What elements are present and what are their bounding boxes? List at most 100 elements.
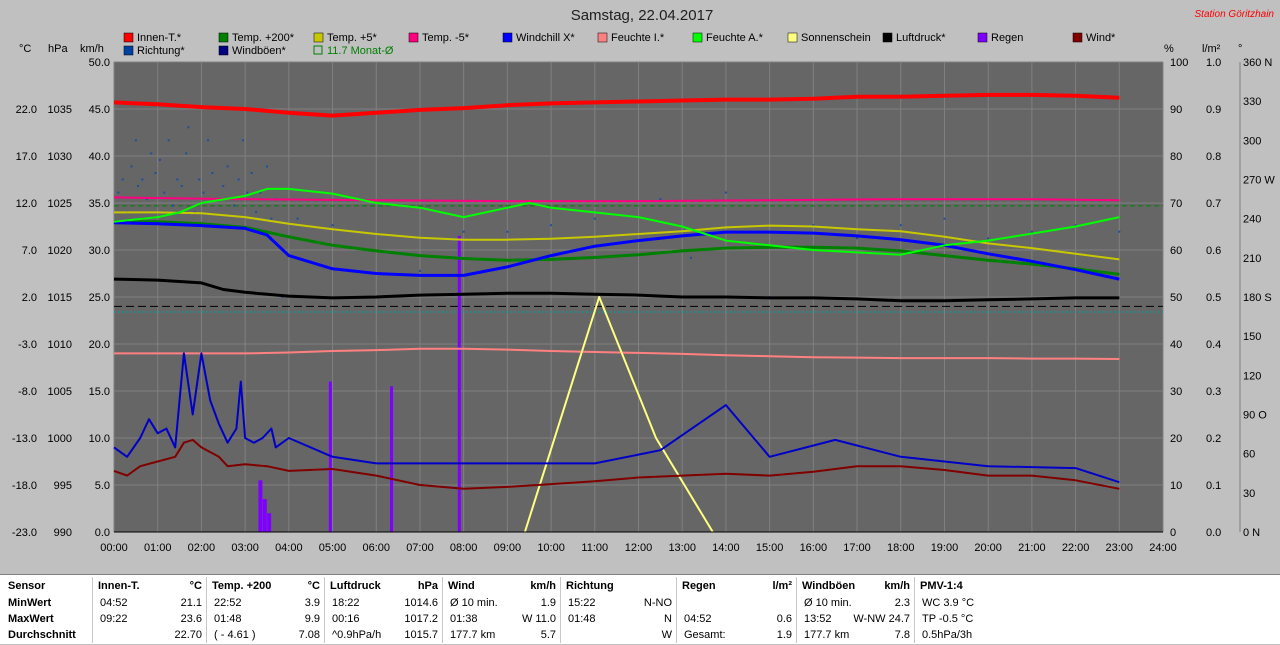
stats-block-unit: hPa xyxy=(417,580,438,592)
legend-label: Regen xyxy=(991,32,1023,44)
stats-cell-value: 2.3 xyxy=(894,597,910,609)
temp-tick-label: -18.0 xyxy=(12,480,37,492)
legend-swatch xyxy=(218,32,229,43)
x-tick-label: 23:00 xyxy=(1106,542,1134,554)
direction-point xyxy=(163,191,166,194)
stats-divider xyxy=(914,577,915,643)
stats-cell-label: 01:38 xyxy=(450,613,478,625)
wind-tick-label: 0.0 xyxy=(95,527,110,539)
direction-point xyxy=(172,204,175,207)
stats-cell-value: 3.9 xyxy=(304,597,320,609)
legend-item: Temp. +5* xyxy=(313,32,378,44)
direction-tick-label: 180 S xyxy=(1243,292,1272,304)
rain-bar xyxy=(390,386,394,532)
direction-point xyxy=(167,139,170,142)
humidity-tick-label: 70 xyxy=(1170,198,1182,210)
legend-item: Feuchte A.* xyxy=(692,32,764,44)
x-tick-label: 10:00 xyxy=(537,542,565,554)
pressure-tick-label: 1030 xyxy=(48,151,72,163)
series-line xyxy=(113,438,1120,490)
x-tick-label: 07:00 xyxy=(406,542,434,554)
temp-tick-label: -3.0 xyxy=(18,339,37,351)
direction-point xyxy=(121,178,124,181)
temp-tick-label: -8.0 xyxy=(18,386,37,398)
stats-cell-label: WC 3.9 °C xyxy=(922,597,975,609)
direction-point xyxy=(206,139,209,142)
humidity-tick-label: 40 xyxy=(1170,339,1182,351)
direction-point xyxy=(180,185,183,188)
legend-item: Windchill X* xyxy=(502,32,575,44)
stats-divider xyxy=(442,577,443,643)
stats-cell-label: 15:22 xyxy=(568,597,596,609)
x-tick-label: 03:00 xyxy=(231,542,259,554)
stats-cell-label: 22:52 xyxy=(214,597,242,609)
legend-item: Sonnenschein xyxy=(787,32,871,44)
pressure-tick-label: 995 xyxy=(54,480,72,492)
direction-point xyxy=(250,171,253,174)
x-tick-label: 09:00 xyxy=(494,542,522,554)
stats-block-title: Richtung xyxy=(566,580,614,592)
stats-cell-value: 0.6 xyxy=(776,613,792,625)
wind-unit-label: km/h xyxy=(80,43,104,55)
humidity-tick-label: 0 xyxy=(1170,527,1176,539)
stats-cell-value: 22.70 xyxy=(174,629,202,641)
reference-lines xyxy=(114,205,1163,313)
temp-tick-label: 2.0 xyxy=(22,292,37,304)
stats-cell-label: 04:52 xyxy=(684,613,712,625)
humidity-tick-label: 10 xyxy=(1170,480,1182,492)
direction-point xyxy=(150,152,153,155)
direction-point xyxy=(241,139,244,142)
direction-tick-label: 60 xyxy=(1243,449,1255,461)
stats-cell-value: W 11.0 xyxy=(521,613,556,625)
rain-tick-label: 0.1 xyxy=(1206,480,1221,492)
stats-block-title: Wind xyxy=(448,580,475,592)
stats-cell-label: Ø 10 min. xyxy=(804,597,852,609)
direction-point xyxy=(259,191,262,194)
direction-point xyxy=(724,191,727,194)
wind-tick-label: 25.0 xyxy=(89,292,110,304)
series-line xyxy=(113,187,1120,256)
wind-tick-label: 45.0 xyxy=(89,104,110,116)
temp-tick-label: -13.0 xyxy=(12,433,37,445)
stats-block-regen: Regen l/m² 04:52 0.6 Gesamt: 1.9 xyxy=(676,575,796,645)
stats-cell-value: 5.7 xyxy=(540,629,556,641)
direction-point xyxy=(185,152,188,155)
direction-point xyxy=(689,256,692,259)
stats-cell-value: 23.6 xyxy=(180,613,202,625)
legend-label: Richtung* xyxy=(137,45,185,57)
stats-block-luftdruck: Luftdruck hPa 18:22 1014.6 00:16 1017.2 ^0.9hP… xyxy=(324,575,442,645)
pressure-tick-label: 1000 xyxy=(48,433,72,445)
x-tick-label: 05:00 xyxy=(319,542,347,554)
direction-tick-label: 330 xyxy=(1243,96,1261,108)
direction-point xyxy=(1030,230,1033,233)
series-line xyxy=(114,220,1120,276)
direction-point xyxy=(270,217,273,220)
stats-cell-value: 1014.6 xyxy=(404,597,438,609)
direction-point xyxy=(506,230,509,233)
legend-label: Temp. -5* xyxy=(422,32,470,44)
pressure-tick-label: 1025 xyxy=(48,198,72,210)
weather-chart: Samstag, 22.04.2017 Station Göritzhain I… xyxy=(11,7,1276,554)
stats-cell-label: TP -0.5 °C xyxy=(922,613,974,625)
x-tick-label: 08:00 xyxy=(450,542,478,554)
x-tick-label: 16:00 xyxy=(800,542,828,554)
direction-point xyxy=(812,224,815,227)
rain-tick-label: 0.8 xyxy=(1206,151,1221,163)
temp-unit-label: °C xyxy=(19,43,31,55)
legend-item: Innen-T.* xyxy=(123,32,182,44)
legend-swatch xyxy=(787,32,798,43)
axis-ticks: -23.0 -18.0 -13.0 -8.0 -3.0 2.0 7.0 12.0 17.0 22.… xyxy=(12,57,1275,554)
direction-tick-label: 0 N xyxy=(1243,527,1260,539)
stats-cell-label: 01:48 xyxy=(568,613,596,625)
x-tick-label: 20:00 xyxy=(974,542,1002,554)
stats-cell-value: W xyxy=(661,629,672,641)
legend-swatch xyxy=(882,32,893,43)
legend-swatch xyxy=(218,45,229,56)
legend-item: Wind* xyxy=(1072,32,1116,44)
wind-tick-label: 15.0 xyxy=(89,386,110,398)
legend-swatch xyxy=(1072,32,1083,43)
direction-tick-label: 360 N xyxy=(1243,57,1272,69)
stats-label-sensor: Sensor xyxy=(8,580,46,592)
direction-point xyxy=(176,178,179,181)
stats-cell-label: Ø 10 min. xyxy=(450,597,498,609)
